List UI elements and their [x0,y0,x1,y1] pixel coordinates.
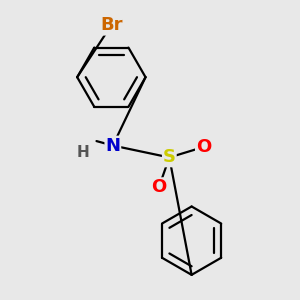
Text: Br: Br [100,16,123,34]
Text: S: S [163,148,176,166]
Text: O: O [151,178,166,196]
Text: O: O [196,138,211,156]
Text: H: H [77,146,89,160]
Text: N: N [105,136,120,154]
